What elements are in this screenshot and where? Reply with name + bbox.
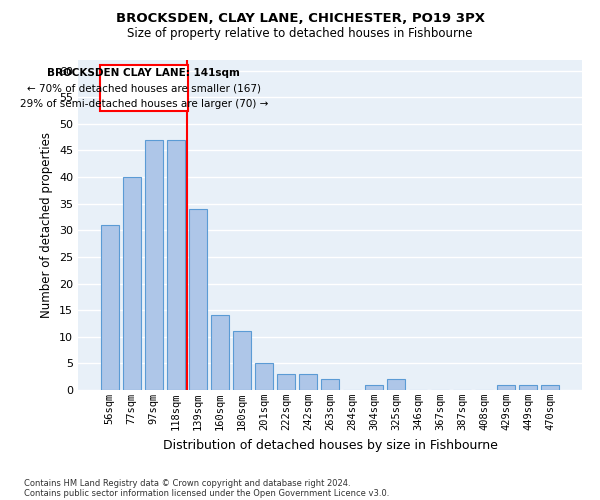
Bar	[277, 374, 295, 390]
Bar	[167, 140, 185, 390]
Bar	[101, 225, 119, 390]
Bar	[365, 384, 383, 390]
Y-axis label: Number of detached properties: Number of detached properties	[40, 132, 53, 318]
Text: 29% of semi-detached houses are larger (70) →: 29% of semi-detached houses are larger (…	[20, 99, 268, 109]
Text: Size of property relative to detached houses in Fishbourne: Size of property relative to detached ho…	[127, 28, 473, 40]
Bar	[299, 374, 317, 390]
Bar	[321, 380, 339, 390]
Bar	[541, 384, 559, 390]
Bar	[189, 209, 206, 390]
Text: Contains public sector information licensed under the Open Government Licence v3: Contains public sector information licen…	[24, 488, 389, 498]
Text: BROCKSDEN CLAY LANE: 141sqm: BROCKSDEN CLAY LANE: 141sqm	[47, 68, 241, 78]
Bar	[387, 380, 405, 390]
FancyBboxPatch shape	[100, 66, 188, 110]
Bar	[123, 177, 140, 390]
Bar	[211, 316, 229, 390]
Text: Contains HM Land Registry data © Crown copyright and database right 2024.: Contains HM Land Registry data © Crown c…	[24, 478, 350, 488]
Text: BROCKSDEN, CLAY LANE, CHICHESTER, PO19 3PX: BROCKSDEN, CLAY LANE, CHICHESTER, PO19 3…	[115, 12, 485, 26]
Text: ← 70% of detached houses are smaller (167): ← 70% of detached houses are smaller (16…	[27, 84, 261, 94]
X-axis label: Distribution of detached houses by size in Fishbourne: Distribution of detached houses by size …	[163, 438, 497, 452]
Bar	[520, 384, 537, 390]
Bar	[255, 364, 273, 390]
Bar	[497, 384, 515, 390]
Bar	[145, 140, 163, 390]
Bar	[233, 332, 251, 390]
